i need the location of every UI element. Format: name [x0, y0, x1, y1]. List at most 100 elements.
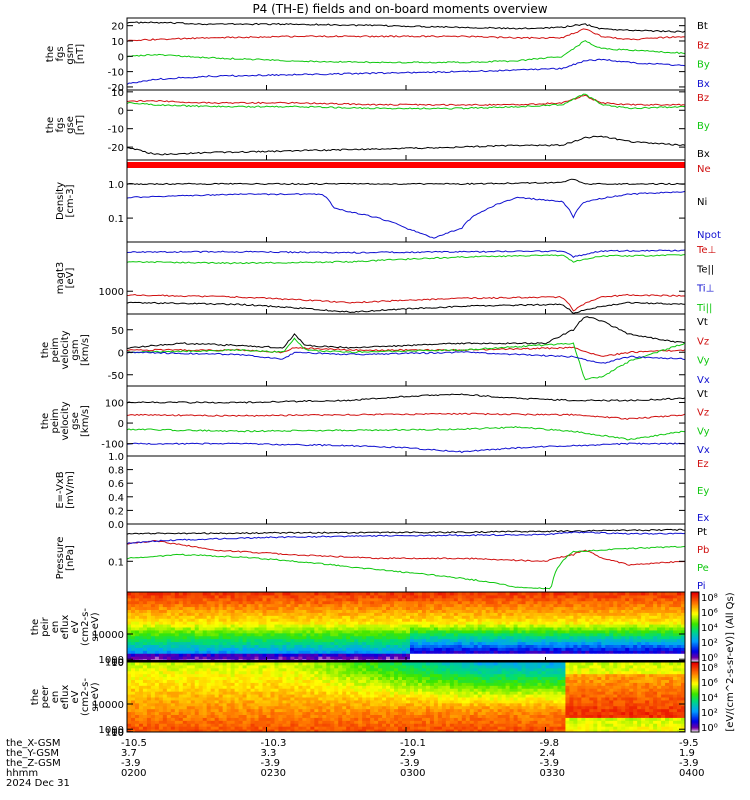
series-peim_velocity_gsm-Vx [126, 351, 686, 364]
y-label-line: eV [70, 620, 81, 633]
peer_spectrogram-ylabel: the peer en eflux eV (cm2-s-sr-eV) [30, 678, 101, 716]
panel-peim_density: 1.0 0.1 Density [cm-3] Ne Ni Npot [55, 159, 721, 243]
series-pressure-Pb [126, 539, 686, 566]
colorbar-tick: 10⁴ [701, 693, 718, 704]
y-tick-label: 10 [111, 728, 124, 739]
legend-peim_velocity_gse-Vy: Vy [697, 426, 710, 437]
y-tick-label: 0.1 [108, 557, 124, 568]
series-pressure-Pt [126, 528, 686, 535]
legend-fgs_gsm-By: By [697, 60, 710, 71]
series-peim_temperature-Ti [126, 254, 686, 265]
y-tick-label: -10 [108, 125, 124, 136]
series-peim_velocity_gse-Vt [126, 393, 686, 404]
y-label-line: the [30, 619, 41, 635]
colorbar-tick: 10⁶ [701, 678, 718, 689]
y-tick-label: 10 [111, 88, 124, 99]
legend-pressure-Pb: Pb [697, 545, 709, 556]
colorbar-tick: 10² [701, 708, 718, 719]
peir_spectrogram-ylabel: the peir en eflux eV (cm2-s-sr-eV) [30, 608, 101, 646]
y-label-line: [mV/m] [65, 471, 76, 509]
series-pressure-Pe [126, 545, 686, 590]
legend-peim_velocity_gsm-Vt: Vt [697, 317, 708, 328]
colorbar-upper: 10⁸ 10⁶ 10⁴ 10² 10⁰ [690, 591, 718, 664]
peim_temperature-ylabel: magt3 [eV] [55, 262, 76, 295]
y-tick-label: -20 [108, 143, 124, 154]
y-label-line: magt3 [55, 262, 66, 295]
y-tick-label: 0 [118, 106, 124, 117]
x-tick-z_csm: -3.9 [679, 758, 699, 769]
y-tick-label: 0.2 [108, 506, 124, 517]
legend-efield-Ey: Ey [697, 486, 709, 497]
y-label-line: [nPa] [65, 545, 76, 571]
legend-fgs_gsm-Bx: Bx [697, 79, 710, 90]
panel-fgs_gse: 10 0 -10 -20 the fgs gse [nT] Bz By Bx [45, 88, 710, 161]
series-peim_temperature-Ti [126, 249, 686, 258]
peer_spectrogram-cells [127, 662, 686, 733]
colorbar-tick: 10⁸ [701, 663, 718, 674]
series-peim_velocity_gse-Vx [126, 442, 686, 454]
legend-pressure-Pe: Pe [697, 563, 709, 574]
y-tick-label: 50 [111, 326, 124, 337]
y-label-line: fgs [55, 46, 66, 61]
series-peim_velocity_gsm-Vz [126, 346, 686, 357]
x-tick-z_csm: -3.9 [121, 758, 141, 769]
colorbar-tick: 10⁴ [701, 623, 718, 634]
peim_density-ylabel: Density [cm-3] [55, 182, 76, 220]
y-tick-label: 0.6 [108, 479, 124, 490]
legend-peim_velocity_gse-Vt: Vt [697, 389, 708, 400]
y-label-line: sr-eV) [90, 612, 101, 641]
y-label-line: gse [65, 116, 76, 134]
legend-peim_density-Ne: Ne [697, 164, 711, 175]
series-fgs_gsm-Bx [126, 58, 686, 85]
colorbar-tick: 10² [701, 638, 718, 649]
colorbar-tick: 10⁰ [701, 723, 718, 734]
peim_velocity_gsm-ylabel: the peim velocity gsm [km/s] [40, 330, 91, 369]
legend-peim_velocity_gse-Vz: Vz [697, 408, 709, 419]
x-date-label: 2024 Dec 31 [6, 778, 70, 789]
panel-fgs_gsm: 20 10 0 -10 -20 the fgs gsm [nT] Bt Bz By Bx [45, 17, 710, 94]
y-tick-label: 100 [105, 398, 124, 409]
legend-fgs_gsm-Bt: Bt [697, 21, 708, 32]
series-fgs_gse-Bx [126, 135, 686, 156]
x-row-label: the_Z-GSM [6, 758, 61, 769]
y-label-line: [nT] [75, 44, 86, 64]
y-label-line: gsm [70, 339, 81, 360]
y-tick-label: 0 [118, 52, 124, 63]
series-peim_velocity_gsm-Vt [126, 316, 686, 349]
fgs_gsm-ylabel: the fgs gsm [nT] [45, 43, 86, 64]
y-label-line: gse [70, 412, 81, 430]
x-tick-y_csm: 2.4 [540, 748, 556, 759]
y-tick-label: 100 [105, 658, 124, 669]
legend-peim_temperature-Te: Te|| [696, 264, 714, 275]
y-label-line: [km/s] [80, 334, 91, 366]
y-tick-label: 0 [118, 348, 124, 359]
x-row-label: the_X-GSM [6, 738, 60, 749]
x-tick-hhmm: 0300 [400, 768, 425, 779]
efield-ylabel: E=-VxB [mV/m] [55, 471, 76, 509]
y-tick-label: 20 [111, 22, 124, 33]
y-label-line: (cm2-s- [80, 678, 91, 716]
y-tick-label: 0.4 [108, 493, 124, 504]
colorbar-tick: 10⁰ [701, 653, 718, 664]
x-tick-z_csm: -3.9 [540, 758, 560, 769]
y-tick-label: 10000 [92, 700, 124, 711]
y-tick-label: 1000 [99, 655, 124, 666]
x-tick-hhmm: 0330 [540, 768, 565, 779]
y-label-line: peir [40, 616, 51, 636]
density-ne-band [127, 162, 685, 168]
legend-fgs_gsm-Bz: Bz [697, 40, 709, 51]
y-label-line: velocity [60, 330, 71, 369]
legend-peim_temperature-Te: Te⊥ [696, 245, 716, 256]
legend-efield-Ez: Ez [697, 459, 709, 470]
y-label-line: Pressure [55, 537, 66, 580]
y-label-line: peim [50, 408, 61, 433]
legend-fgs_gse-Bz: Bz [697, 93, 709, 104]
legend-peim_velocity_gsm-Vy: Vy [697, 356, 710, 367]
y-label-line: peim [50, 337, 61, 362]
peir_spectrogram-cells [127, 592, 686, 663]
series-peim_velocity_gse-Vy [126, 426, 686, 441]
legend-peim_velocity_gsm-Vz: Vz [697, 336, 709, 347]
